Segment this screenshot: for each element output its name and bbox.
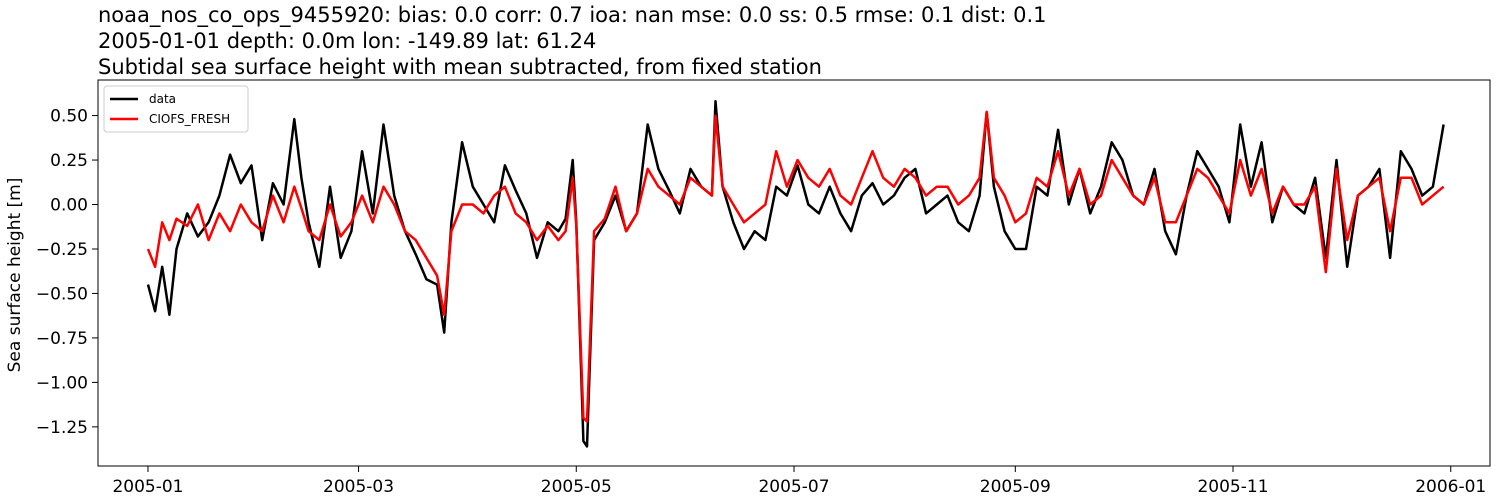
x-tick-label: 2005-07	[758, 477, 829, 497]
legend-label-ciofs-fresh: CIOFS_FRESH	[149, 112, 230, 126]
x-tick-label: 2005-03	[323, 477, 394, 497]
y-tick-label: −0.25	[36, 240, 88, 260]
x-tick-label: 2006-01	[1415, 477, 1486, 497]
title-line-3: Subtidal sea surface height with mean su…	[98, 55, 822, 79]
x-tick-label: 2005-05	[541, 477, 612, 497]
y-tick-label: 0.50	[50, 107, 88, 127]
series-line-ciofs-fresh	[146, 110, 1445, 423]
y-tick-label: −0.75	[36, 329, 88, 349]
legend: data CIOFS_FRESH	[103, 85, 249, 133]
y-tick-label: 0.00	[50, 196, 88, 216]
x-tick-label: 2005-01	[112, 477, 183, 497]
series-line-data	[146, 100, 1445, 448]
x-tick-label: 2005-09	[980, 477, 1051, 497]
title-line-1: noaa_nos_co_ops_9455920: bias: 0.0 corr:…	[98, 3, 1047, 28]
y-tick-label: −1.25	[36, 418, 88, 438]
y-tick-label: 0.25	[50, 151, 88, 171]
plot-lines-group	[146, 100, 1445, 448]
x-axis: 2005-01 2005-03 2005-05 2005-07 2005-09 2005-…	[112, 466, 1486, 497]
y-tick-label: −0.50	[36, 284, 88, 304]
y-axis: 0.50 0.25 0.00 −0.25 −0.50 −0.75 −1.00 −1.25	[36, 107, 98, 438]
legend-label-data: data	[149, 92, 176, 106]
x-tick-label: 2005-11	[1197, 477, 1268, 497]
y-axis-label: Sea surface height [m]	[5, 178, 25, 373]
y-tick-label: −1.00	[36, 373, 88, 393]
title-line-2: 2005-01-01 depth: 0.0m lon: -149.89 lat:…	[98, 29, 596, 53]
legend-box	[103, 85, 249, 133]
